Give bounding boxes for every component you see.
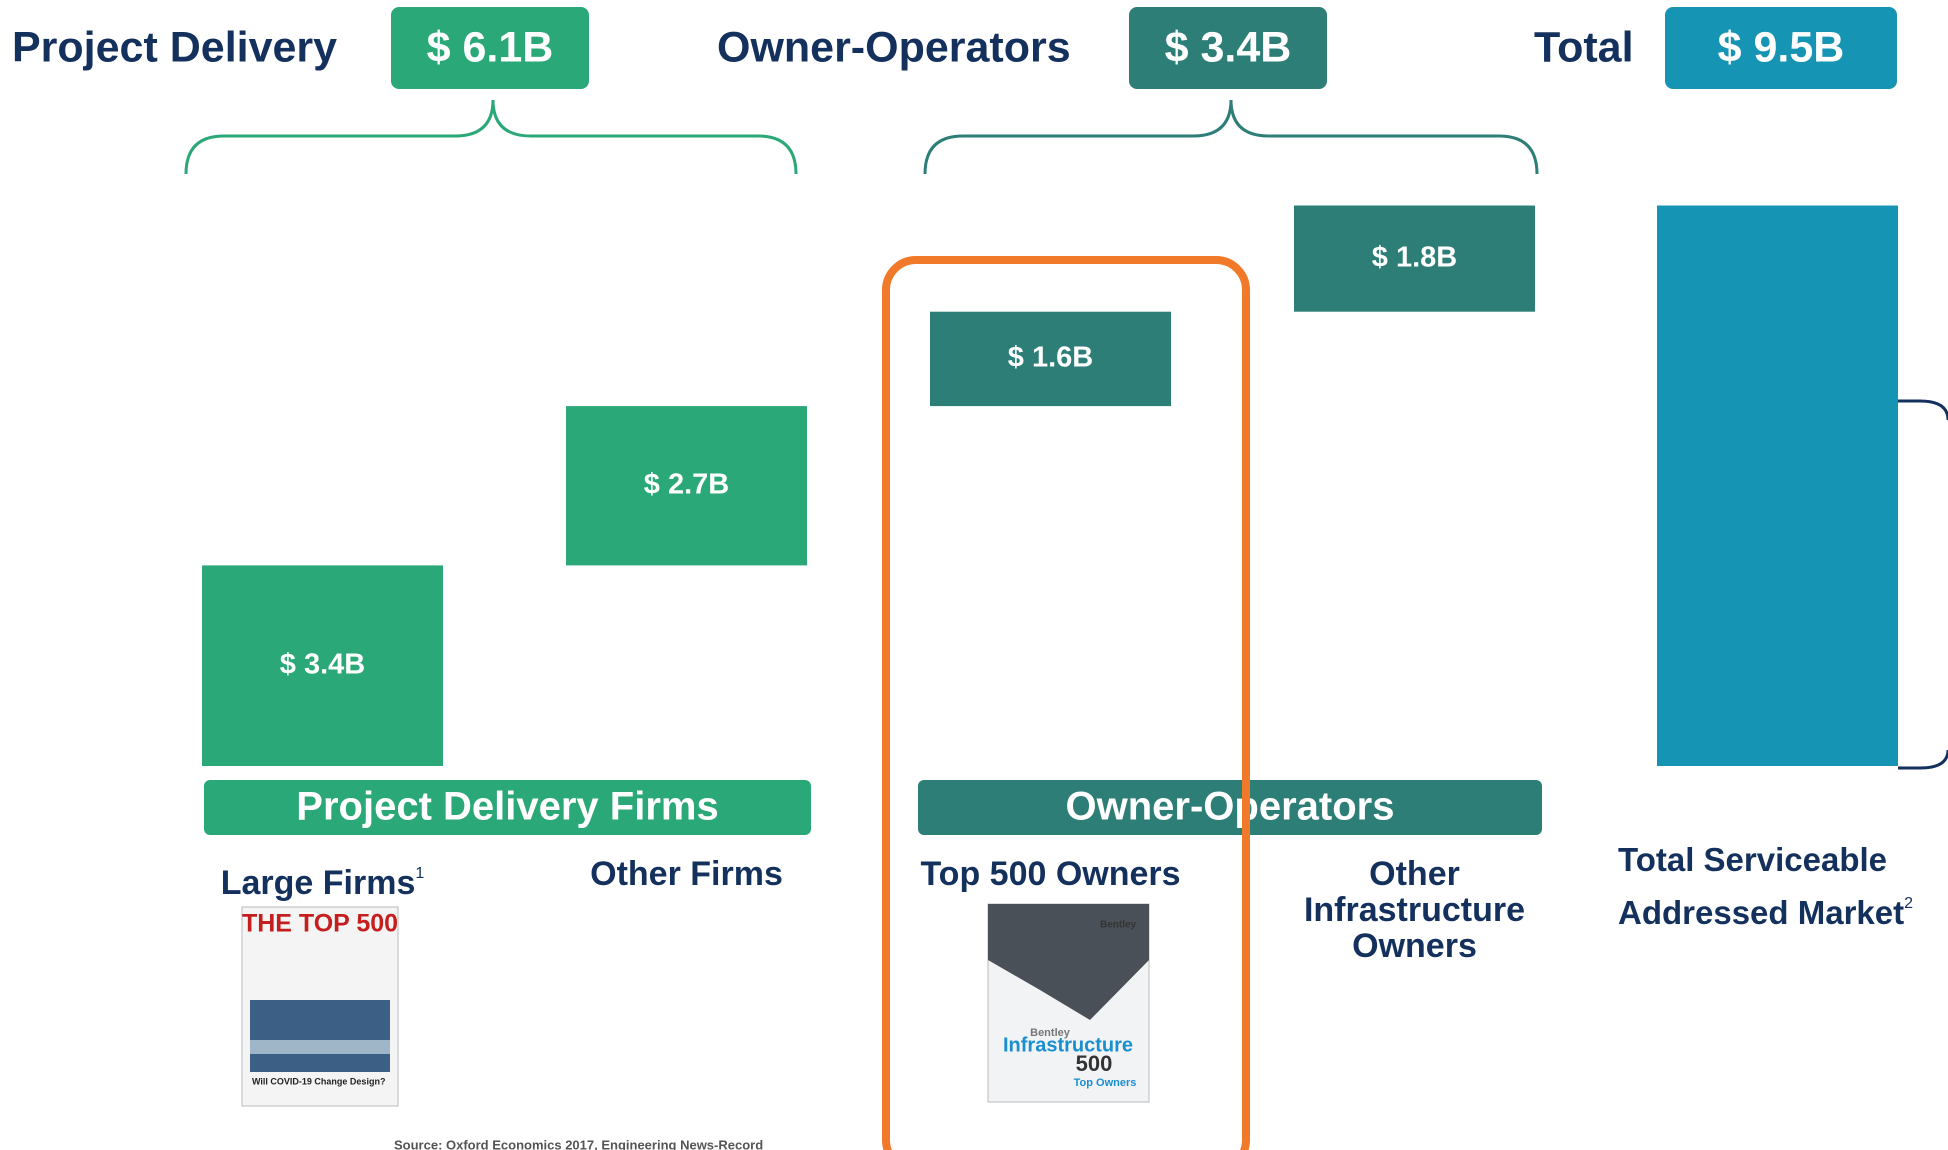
group-title: Total — [1534, 23, 1634, 71]
value-label: $ 1.6B — [1008, 342, 1093, 374]
bar — [1294, 205, 1535, 312]
total-label: $ 3.4B — [1165, 23, 1292, 71]
band — [204, 780, 811, 835]
category-label: Top 500 Owners — [901, 856, 1201, 892]
total-label: $ 6.1B — [427, 23, 554, 71]
cover-photo — [988, 904, 1149, 1020]
total-badge — [391, 7, 589, 89]
label-text: Total Serviceable Addressed Market — [1618, 841, 1905, 931]
bar — [1657, 205, 1898, 766]
brace — [923, 99, 1539, 175]
cover-number: 500 — [1076, 1051, 1113, 1076]
brace — [184, 99, 798, 175]
bracket — [1898, 399, 1948, 770]
band — [918, 780, 1542, 835]
group-title: Owner-Operators — [717, 23, 1071, 71]
footnote-mark: 1 — [415, 865, 425, 882]
category-label: Large Firms1 — [173, 856, 473, 901]
cover-title: THE TOP 500 — [242, 910, 398, 938]
value-label: $ 1.8B — [1372, 241, 1457, 273]
bar — [930, 311, 1171, 407]
cover-brand: Bentley — [1100, 920, 1137, 931]
category-label: Total Serviceable Addressed Market2 — [1618, 838, 1944, 935]
band-label: Owner-Operators — [1066, 785, 1395, 829]
cover-subtitle: Top Owners — [1074, 1077, 1137, 1089]
label-text: Top 500 Owners — [920, 855, 1181, 893]
source-note: Source: Oxford Economics 2017, Engineeri… — [394, 1137, 763, 1150]
category-label: Other Firms — [537, 856, 837, 892]
cover-caption: Will COVID-19 Change Design? — [252, 1076, 385, 1086]
cover-kicker: Bentley — [1030, 1027, 1071, 1039]
cover-infra-500: Bentley Bentley Infrastructure 500 Top O… — [987, 903, 1150, 1103]
category-label: Other Infrastructure Owners — [1265, 856, 1565, 964]
bar — [202, 565, 443, 766]
total-badge — [1665, 7, 1897, 89]
cover-title: Infrastructure — [1003, 1034, 1133, 1056]
footnote-mark: 2 — [1904, 895, 1914, 912]
total-label: $ 9.5B — [1718, 23, 1845, 71]
label-text: Large Firms — [220, 864, 416, 902]
cover-photo — [250, 1000, 390, 1072]
label-text: Other Infrastructure Owners — [1303, 855, 1526, 965]
value-label: $ 3.4B — [280, 648, 365, 680]
highlight-box — [882, 256, 1250, 1150]
bar — [566, 406, 807, 566]
value-label: $ 2.7B — [644, 468, 729, 500]
cover-bridge — [250, 1040, 390, 1054]
label-text: Other Firms — [590, 855, 783, 893]
group-title: Project Delivery — [12, 23, 337, 71]
cover-top-500: THE TOP 500 Will COVID-19 Change Design? — [241, 906, 399, 1107]
total-badge — [1129, 7, 1327, 89]
band-label: Project Delivery Firms — [296, 785, 718, 829]
